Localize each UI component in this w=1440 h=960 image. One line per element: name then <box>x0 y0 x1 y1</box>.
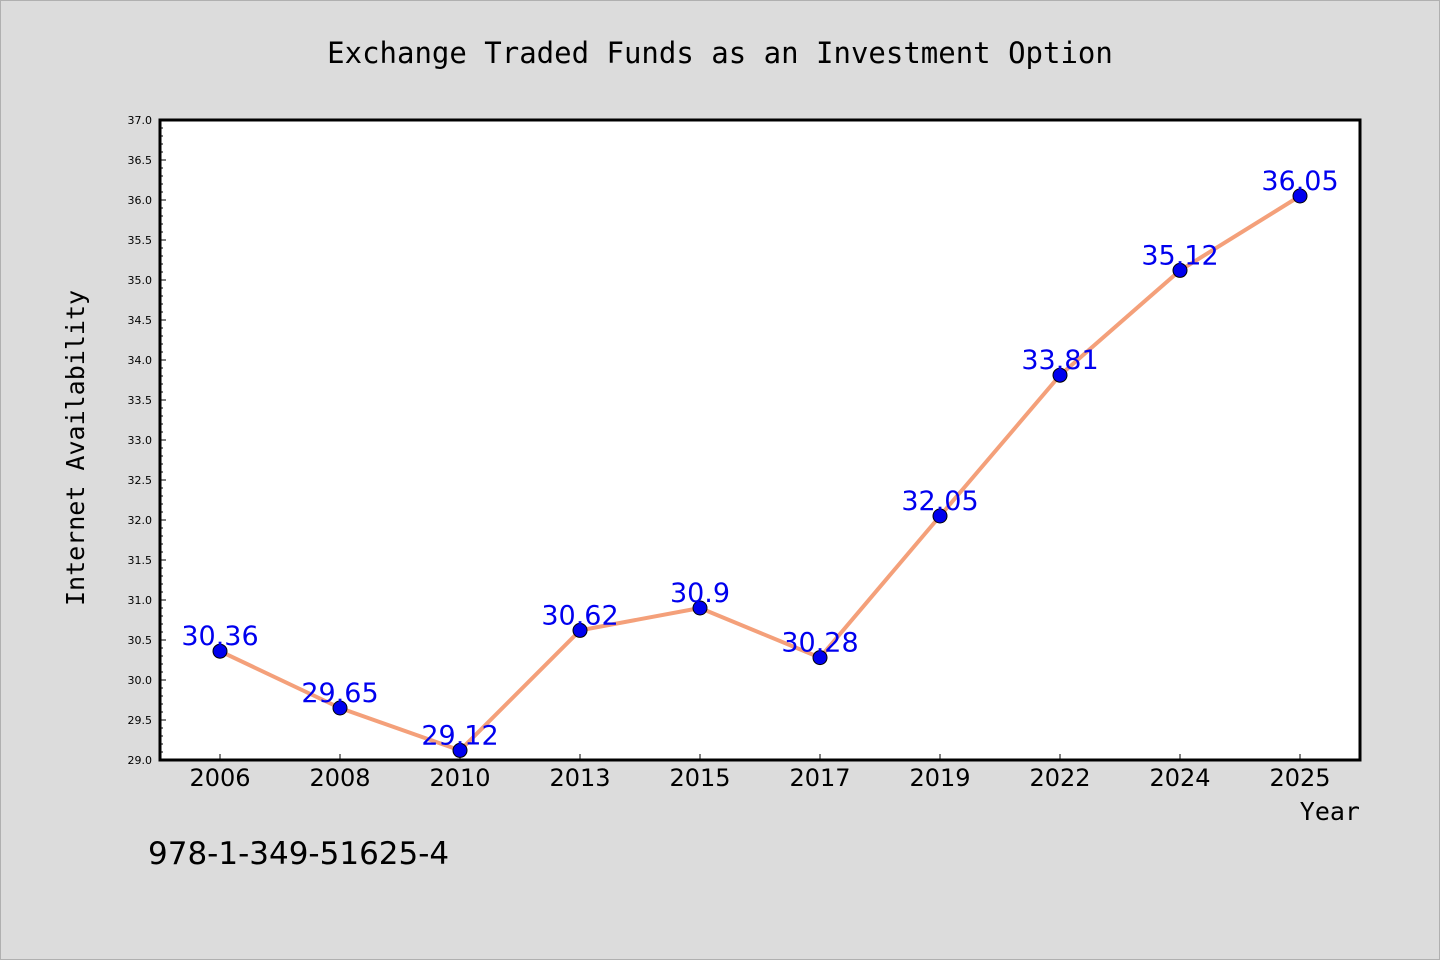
data-point <box>932 508 948 524</box>
data-label: 33.81 <box>1021 345 1098 376</box>
y-tick-label: 29.5 <box>128 714 153 727</box>
data-point <box>212 643 228 659</box>
data-point <box>1052 367 1068 383</box>
x-tick-label: 2022 <box>1029 764 1090 792</box>
plot-area <box>158 118 1362 762</box>
data-point <box>1292 188 1308 204</box>
y-tick-label: 35.5 <box>128 234 153 247</box>
data-point <box>452 742 468 758</box>
data-label: 29.65 <box>301 678 378 709</box>
series-layer: 30.36 29.65 29.12 30.62 30.9 30.28 32.05 33.81 3… <box>181 166 1339 758</box>
series-line <box>219 194 1302 753</box>
y-tick-label: 30.0 <box>128 674 153 687</box>
chart-title: Exchange Traded Funds as an Investment O… <box>327 36 1113 70</box>
x-tick-label: 2006 <box>189 764 250 792</box>
y-tick-label: 31.0 <box>128 594 153 607</box>
y-tick-label: 36.0 <box>128 194 153 207</box>
x-tick-label: 2024 <box>1149 764 1210 792</box>
data-label: 30.36 <box>181 621 258 652</box>
x-tick-label: 2017 <box>789 764 850 792</box>
y-axis-ticks: 29.0 29.5 30.0 30.5 31.0 31.5 32.0 32.5 33.0 33.5… <box>128 114 166 767</box>
x-tick-label: 2025 <box>1269 764 1330 792</box>
y-tick-label: 37.0 <box>128 114 153 127</box>
x-axis-label: Year <box>1300 797 1360 826</box>
x-tick-label: 2019 <box>909 764 970 792</box>
y-tick-label: 29.0 <box>128 754 153 767</box>
data-point <box>1172 262 1188 278</box>
y-tick-label: 33.5 <box>128 394 153 407</box>
data-label: 29.12 <box>421 720 498 751</box>
y-tick-label: 32.5 <box>128 474 153 487</box>
data-label: 30.9 <box>670 578 730 609</box>
y-tick-label: 35.0 <box>128 274 153 287</box>
y-tick-label: 30.5 <box>128 634 153 647</box>
y-tick-label: 36.5 <box>128 154 153 167</box>
data-label: 30.62 <box>541 600 618 631</box>
y-tick-label: 31.5 <box>128 554 153 567</box>
isbn-label: 978-1-349-51625-4 <box>148 836 449 872</box>
x-axis-ticks: 2006 2008 2010 2013 2015 2017 2019 2022 2024 2025 <box>189 754 1331 792</box>
x-tick-label: 2008 <box>309 764 370 792</box>
x-tick-label: 2013 <box>549 764 610 792</box>
y-tick-label: 32.0 <box>128 514 153 527</box>
y-axis-label: Internet Availability <box>61 290 90 606</box>
data-point <box>332 700 348 716</box>
y-tick-label: 34.5 <box>128 314 153 327</box>
data-label: 30.28 <box>781 628 858 659</box>
y-tick-label: 33.0 <box>128 434 153 447</box>
x-tick-label: 2015 <box>669 764 730 792</box>
data-point <box>692 600 708 616</box>
data-point <box>812 650 828 666</box>
data-point <box>572 622 588 638</box>
data-label: 35.12 <box>1141 240 1218 271</box>
data-label: 36.05 <box>1261 166 1338 197</box>
y-tick-label: 34.0 <box>128 354 153 367</box>
x-tick-label: 2010 <box>429 764 490 792</box>
data-label: 32.05 <box>901 486 978 517</box>
